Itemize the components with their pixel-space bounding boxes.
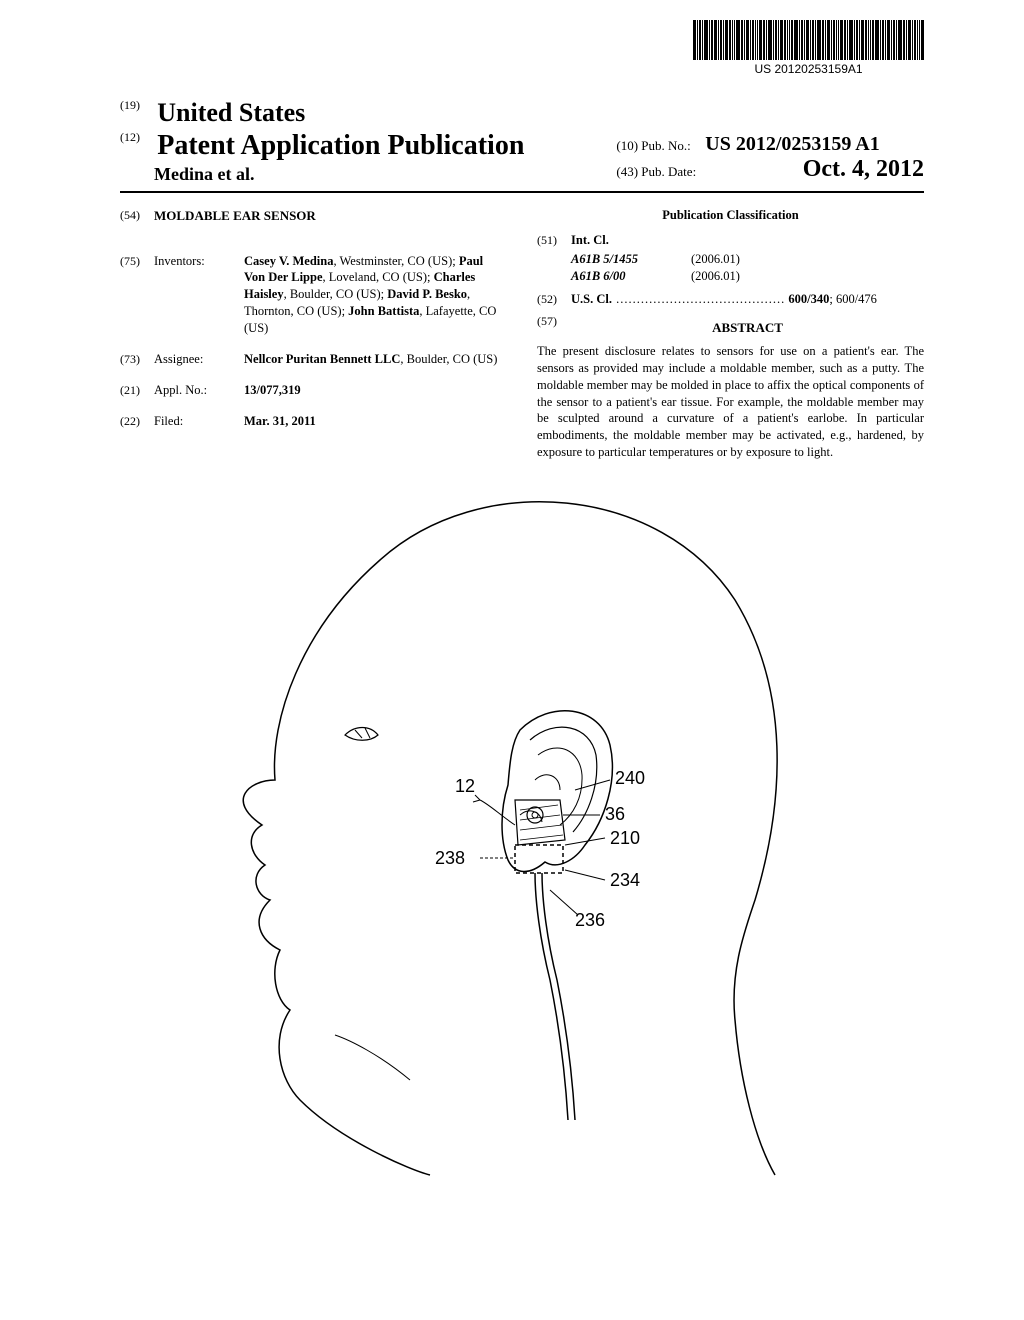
inid-pubdate: (43) bbox=[616, 164, 638, 179]
inid-uscl: (52) bbox=[537, 291, 571, 308]
ref-234: 234 bbox=[610, 870, 640, 891]
uscl-label: U.S. Cl. bbox=[571, 292, 612, 306]
assignee-label: Assignee: bbox=[154, 351, 244, 368]
patent-figure: 12 240 36 210 234 236 238 bbox=[180, 480, 820, 1180]
pubdate-value: Oct. 4, 2012 bbox=[803, 156, 924, 182]
inid-applno: (21) bbox=[120, 382, 154, 399]
inid-assignee: (73) bbox=[120, 351, 154, 368]
country-name: United States bbox=[157, 98, 305, 127]
biblio-columns: (54) MOLDABLE EAR SENSOR (75) Inventors:… bbox=[120, 207, 924, 461]
ref-240: 240 bbox=[615, 768, 645, 789]
inid-intcl: (51) bbox=[537, 232, 571, 249]
intcl-ver-2: (2006.01) bbox=[691, 268, 740, 285]
ref-36: 36 bbox=[605, 804, 625, 825]
intcl-code-1: A61B 5/1455 bbox=[571, 251, 691, 268]
applno-value: 13/077,319 bbox=[244, 382, 507, 399]
intcl-label: Int. Cl. bbox=[571, 232, 609, 249]
inid-country: (19) bbox=[120, 98, 154, 113]
uscl-main: 600/340 bbox=[788, 292, 829, 306]
uscl-dots: ........................................… bbox=[612, 292, 785, 306]
ref-12: 12 bbox=[455, 776, 475, 797]
inid-pubno: (10) bbox=[616, 138, 638, 153]
intcl-ver-1: (2006.01) bbox=[691, 251, 740, 268]
header: (19) United States (12) Patent Applicati… bbox=[120, 98, 924, 193]
inid-pubtype: (12) bbox=[120, 130, 154, 145]
inid-abstract: (57) bbox=[537, 313, 571, 343]
right-column: Publication Classification (51) Int. Cl.… bbox=[537, 207, 924, 461]
barcode-text: US 20120253159A1 bbox=[693, 62, 924, 76]
head-drawing bbox=[180, 480, 820, 1180]
header-left: (19) United States (12) Patent Applicati… bbox=[120, 98, 524, 185]
inid-inventors: (75) bbox=[120, 253, 154, 337]
ref-236: 236 bbox=[575, 910, 605, 931]
invention-title: MOLDABLE EAR SENSOR bbox=[154, 207, 316, 225]
inventors-value: Casey V. Medina, Westminster, CO (US); P… bbox=[244, 253, 507, 337]
inid-filed: (22) bbox=[120, 413, 154, 430]
ref-238: 238 bbox=[435, 848, 465, 869]
pubdate-label: Pub. Date: bbox=[641, 164, 696, 179]
left-column: (54) MOLDABLE EAR SENSOR (75) Inventors:… bbox=[120, 207, 507, 461]
uscl-line: U.S. Cl. ...............................… bbox=[571, 291, 877, 308]
header-right: (10) Pub. No.: US 2012/0253159 A1 (43) P… bbox=[616, 133, 924, 185]
pubno-label: Pub. No.: bbox=[641, 138, 690, 153]
inventors-label: Inventors: bbox=[154, 253, 244, 337]
header-rule bbox=[120, 191, 924, 193]
uscl-rest: ; 600/476 bbox=[829, 292, 877, 306]
ref-210: 210 bbox=[610, 828, 640, 849]
barcode-graphic bbox=[693, 20, 924, 60]
pub-class-heading: Publication Classification bbox=[537, 207, 924, 224]
filed-label: Filed: bbox=[154, 413, 244, 430]
abstract-text: The present disclosure relates to sensor… bbox=[537, 343, 924, 461]
assignee-value: Nellcor Puritan Bennett LLC, Boulder, CO… bbox=[244, 351, 507, 368]
pubno-value: US 2012/0253159 A1 bbox=[705, 133, 879, 155]
publication-type: Patent Application Publication bbox=[157, 130, 524, 161]
abstract-heading: ABSTRACT bbox=[571, 319, 924, 337]
authors-line: Medina et al. bbox=[154, 164, 524, 185]
filed-value: Mar. 31, 2011 bbox=[244, 413, 507, 430]
inid-title: (54) bbox=[120, 207, 154, 239]
applno-label: Appl. No.: bbox=[154, 382, 244, 399]
intcl-code-2: A61B 6/00 bbox=[571, 268, 691, 285]
barcode-block: US 20120253159A1 bbox=[693, 20, 924, 76]
